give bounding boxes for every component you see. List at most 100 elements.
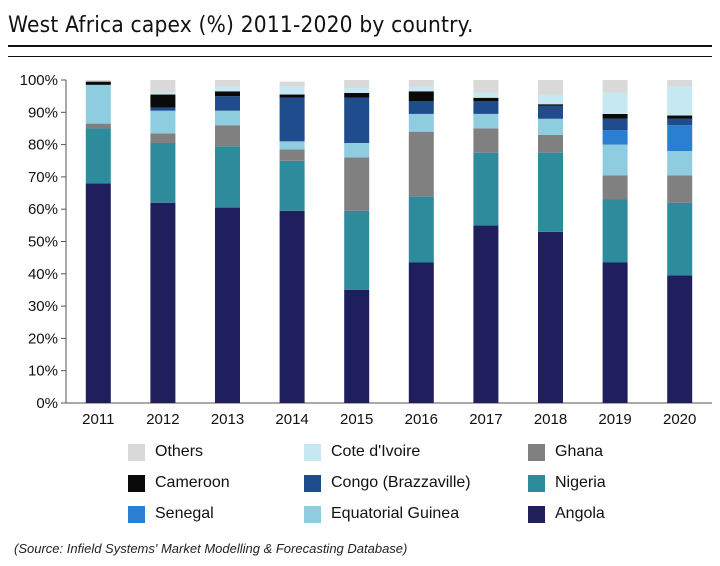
bar-segment xyxy=(473,113,499,129)
legend-swatch xyxy=(304,474,321,492)
bar-segment xyxy=(150,110,176,134)
bar-segment xyxy=(538,118,563,135)
legend-label: Angola xyxy=(555,505,605,522)
legend-label: Others xyxy=(155,443,204,460)
bar-segment xyxy=(538,104,563,106)
bar-segment xyxy=(473,225,499,403)
legend-item: Ghana xyxy=(528,443,603,461)
bar-segment xyxy=(667,275,693,403)
title-rule-top xyxy=(8,45,712,47)
bar-segment xyxy=(344,142,370,158)
legend-label: Cameroon xyxy=(155,474,230,491)
bar-segment xyxy=(215,146,240,208)
x-tick-label: 2016 xyxy=(405,411,438,428)
x-tick-label: 2018 xyxy=(534,411,567,428)
x-tick-label: 2012 xyxy=(146,411,179,428)
bar-segment xyxy=(408,196,434,263)
bar-segment xyxy=(473,97,499,101)
bar-segment xyxy=(408,80,434,87)
legend-swatch xyxy=(128,505,145,523)
source-note: (Source: Infield Systems' Market Modelli… xyxy=(14,541,408,556)
bar-segment xyxy=(344,80,370,89)
legend-label: Ghana xyxy=(555,443,604,460)
bar-segment xyxy=(215,91,240,97)
legend-item: Angola xyxy=(528,505,605,523)
bar-segment xyxy=(602,262,628,403)
bar-segment xyxy=(279,160,305,211)
y-tick-label: 60% xyxy=(28,201,58,218)
bar-segment xyxy=(408,131,434,197)
bar-segment xyxy=(279,94,305,98)
legend-swatch xyxy=(528,474,545,492)
bar-segment xyxy=(150,94,176,108)
bar-segment xyxy=(408,100,434,114)
bar-segment xyxy=(667,115,693,119)
bar-segment xyxy=(408,262,434,403)
x-tick-label: 2011 xyxy=(82,411,114,428)
bar-segment xyxy=(667,118,693,126)
bar-segment xyxy=(279,149,305,161)
y-tick-label: 20% xyxy=(28,330,58,347)
bar-segment xyxy=(602,130,628,145)
x-tick-label: 2015 xyxy=(340,411,373,428)
legend-label: Nigeria xyxy=(555,474,606,491)
bar-segment xyxy=(602,118,628,131)
bar-segment xyxy=(473,152,499,226)
bar-segment xyxy=(602,199,628,263)
bar-segment xyxy=(150,92,176,95)
bar-segment xyxy=(215,207,240,403)
chart-title: West Africa capex (%) 2011-2020 by count… xyxy=(8,13,474,38)
bar-segment xyxy=(538,105,563,119)
bar-segment xyxy=(667,151,693,176)
bar-segment xyxy=(215,86,240,92)
bar-segment xyxy=(279,86,305,95)
bar-segment xyxy=(473,128,499,153)
y-tick-label: 80% xyxy=(28,137,58,154)
legend-swatch xyxy=(528,505,545,523)
y-tick-label: 90% xyxy=(28,104,58,121)
bar-segment xyxy=(150,107,176,111)
bar-segment xyxy=(344,97,370,143)
bar-segment xyxy=(602,92,628,114)
bar-segment xyxy=(344,92,370,98)
bar-segment xyxy=(667,202,693,276)
y-tick-label: 40% xyxy=(28,266,58,283)
bar-segment xyxy=(344,289,370,403)
bar-segment xyxy=(85,128,111,184)
bar-segment xyxy=(85,81,111,85)
x-tick-label: 2017 xyxy=(469,411,502,428)
legend-item: Congo (Brazzaville) xyxy=(304,474,471,492)
bar-segment xyxy=(408,91,434,101)
legend-swatch xyxy=(304,505,321,523)
bar-segment xyxy=(602,113,628,119)
bar-segment xyxy=(344,88,370,93)
bar-segment xyxy=(667,175,693,203)
legend-item: Cote d'Ivoire xyxy=(304,443,420,461)
legend-label: Congo (Brazzaville) xyxy=(331,474,471,491)
bar-segment xyxy=(85,123,111,129)
bar-segment xyxy=(473,80,499,93)
bar-segment xyxy=(602,80,628,93)
bar-segment xyxy=(344,210,370,290)
x-tick-label: 2013 xyxy=(211,411,244,428)
legend-item: Others xyxy=(128,443,203,461)
legend-swatch xyxy=(128,474,145,492)
bar-segment xyxy=(150,142,176,203)
bar-segment xyxy=(538,134,563,153)
bar-segment xyxy=(85,84,111,124)
legend-swatch xyxy=(128,443,145,461)
legend-item: Cameroon xyxy=(128,474,230,492)
y-tick-label: 50% xyxy=(28,234,58,251)
y-tick-label: 10% xyxy=(28,363,58,380)
x-tick-label: 2020 xyxy=(663,411,696,428)
bar-segment xyxy=(538,152,563,232)
y-tick-label: 100% xyxy=(20,72,58,89)
legend-label: Equatorial Guinea xyxy=(331,505,460,522)
legend-item: Nigeria xyxy=(528,474,606,492)
bar-segment xyxy=(408,113,434,132)
bar-segment xyxy=(279,210,305,403)
bar-segment xyxy=(667,80,693,87)
bar-segment xyxy=(279,81,305,87)
bar-segment xyxy=(85,183,111,403)
bar-segment xyxy=(215,125,240,147)
